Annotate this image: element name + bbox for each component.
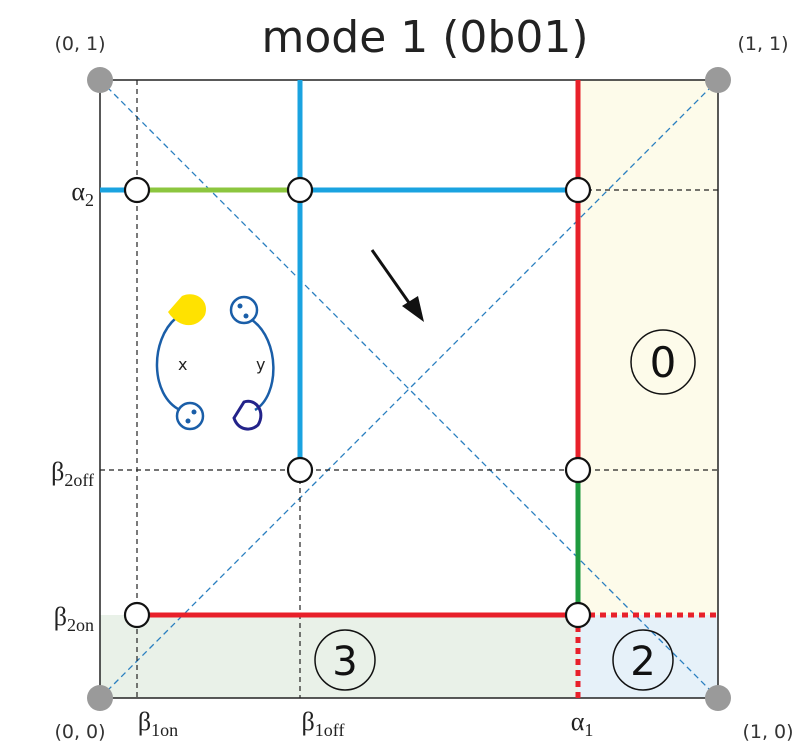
region-label: 3	[332, 639, 357, 685]
x-label: β1off	[302, 707, 345, 740]
corner-label: (1, 1)	[737, 33, 788, 55]
x-label-main: β	[302, 707, 315, 736]
corner-dot	[87, 685, 113, 711]
icon-dot	[186, 419, 191, 424]
node	[288, 458, 312, 482]
y-label: β2off	[51, 457, 94, 490]
diagram: x y 0 3 2 mode 1 (0b01) (0, 1) (1, 1) (0…	[0, 0, 810, 752]
corner-dot	[705, 67, 731, 93]
y-label-sub: 2	[85, 190, 94, 210]
x-label-sub: 1on	[151, 720, 178, 740]
y-label-main: β	[51, 457, 64, 486]
node	[125, 178, 149, 202]
x-label-main: α	[571, 707, 585, 736]
corner-label: (0, 0)	[54, 721, 105, 743]
icon-dot	[192, 410, 197, 415]
corner-label: (0, 1)	[54, 33, 105, 55]
y-label: α2	[71, 177, 94, 210]
arrow	[372, 250, 412, 307]
node	[566, 458, 590, 482]
node	[125, 603, 149, 627]
y-label-sub: 2off	[64, 470, 94, 490]
y-label-sub: 2on	[67, 615, 94, 635]
icon-ball	[231, 297, 257, 323]
x-label-main: β	[138, 707, 151, 736]
node	[566, 603, 590, 627]
region-label: 0	[650, 338, 677, 387]
nodes	[125, 178, 590, 627]
icon-label: x	[178, 355, 187, 374]
corner-label: (1, 0)	[742, 721, 793, 743]
corner-dot	[87, 67, 113, 93]
x-label: α1	[571, 707, 594, 740]
icon-arc	[157, 318, 180, 410]
x-label: β1on	[138, 707, 178, 740]
y-label: β2on	[54, 602, 94, 635]
title: mode 1 (0b01)	[262, 12, 589, 63]
x-label-sub: 1off	[315, 720, 345, 740]
icon-cap	[234, 401, 261, 429]
node	[566, 178, 590, 202]
page: x y 0 3 2 mode 1 (0b01) (0, 1) (1, 1) (0…	[0, 0, 810, 752]
icon-dot	[244, 314, 249, 319]
region-0-fill	[578, 80, 718, 615]
region-label: 2	[630, 639, 655, 685]
node	[288, 178, 312, 202]
icon-dot	[238, 304, 243, 309]
x-label-sub: 1	[584, 720, 593, 740]
y-label-main: β	[54, 602, 67, 631]
icon-ball	[177, 403, 203, 429]
icon-label: y	[256, 355, 265, 374]
corner-dot	[705, 685, 731, 711]
y-label-main: α	[71, 177, 85, 206]
